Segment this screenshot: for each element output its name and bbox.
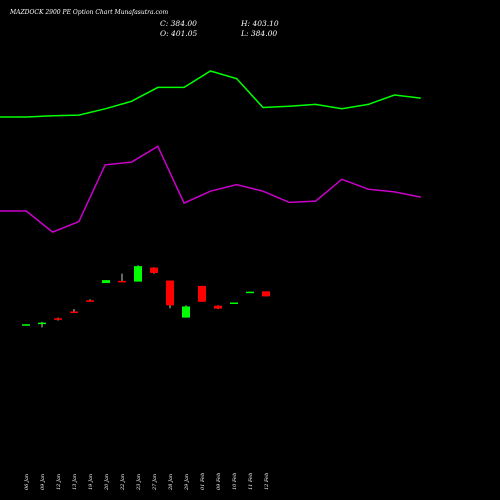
candle-body: [22, 324, 30, 326]
middle-indicator-line: [0, 145, 421, 233]
x-tick-label: 20 Jan: [104, 474, 110, 491]
x-tick-label: 01 Feb: [200, 473, 206, 490]
candle-body: [38, 322, 46, 325]
chart-title: MAZDOCK 2900 PE Option Chart Munafasutra…: [10, 9, 169, 16]
high-readout: H: 403.10: [241, 19, 279, 28]
candle-body: [198, 285, 206, 302]
candle-body: [262, 291, 270, 297]
upper-indicator-line: [0, 70, 421, 118]
candle-body: [166, 280, 174, 306]
candle-body: [54, 318, 62, 320]
x-tick-label: 10 Feb: [232, 473, 238, 490]
candle-body: [134, 266, 142, 282]
close-readout: C: 384.00: [160, 19, 197, 28]
candle-body: [102, 280, 110, 284]
x-tick-label: 09 Feb: [216, 473, 222, 490]
x-tick-label: 29 Jan: [184, 474, 190, 491]
x-tick-label: 13 Jan: [72, 474, 78, 490]
candle-body: [150, 267, 158, 273]
candle-body: [118, 280, 126, 283]
x-tick-label: 09 Jan: [40, 474, 46, 490]
candle-body: [214, 305, 222, 309]
x-tick-label: 27 Jan: [152, 474, 158, 491]
x-tick-label: 23 Jan: [136, 474, 142, 491]
open-readout: O: 401.05: [160, 29, 198, 38]
candle-body: [70, 311, 78, 313]
x-axis-date-labels: 06 Jan 09 Jan 12 Jan 13 Jan 19 Jan 20 Jan 22 J…: [24, 473, 270, 491]
candle-body: [230, 302, 238, 304]
x-tick-label: 19 Jan: [88, 474, 94, 490]
x-tick-label: 22 Jan: [120, 474, 126, 491]
candle-body: [86, 300, 94, 302]
candlestick-series: [22, 265, 270, 328]
candle-body: [246, 291, 254, 294]
candle-body: [182, 306, 190, 318]
x-tick-label: 12 Feb: [264, 473, 270, 490]
low-readout: L: 384.00: [241, 29, 278, 38]
x-tick-label: 11 Feb: [248, 473, 254, 490]
x-tick-label: 06 Jan: [24, 474, 30, 490]
x-tick-label: 28 Jan: [168, 474, 174, 491]
x-tick-label: 12 Jan: [56, 474, 62, 490]
